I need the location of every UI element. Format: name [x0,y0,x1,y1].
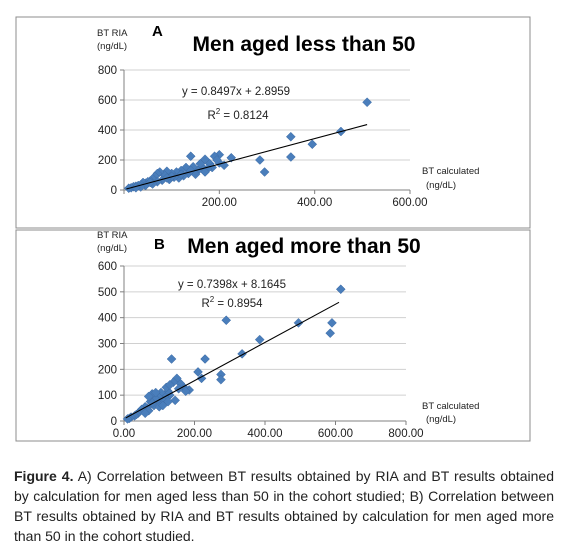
y-axis-unit: (ng/dL) [97,243,127,254]
data-point [193,367,203,377]
panel-letter: B [154,236,165,253]
data-point [170,395,180,406]
data-point [327,317,337,328]
y-tick-label: 400 [98,125,117,137]
y-tick-label: 0 [111,185,117,197]
x-tick-label: 400.00 [247,428,282,440]
x-tick-label: 800.00 [388,428,423,440]
r-squared-value: = 0.8954 [214,298,263,310]
data-point [150,387,161,398]
r-squared-symbol: R [207,110,215,122]
data-point [285,152,296,162]
trendline-equation: y = 0.8497x + 2.8959 [182,86,290,98]
x-tick-label: 200.00 [177,428,212,440]
r-squared-superscript: 2 [210,295,215,304]
data-point [259,167,270,177]
data-point [195,158,206,169]
figure-caption: Figure 4. A) Correlation between BT resu… [14,466,554,546]
x-tick-label: 600.00 [392,197,427,209]
y-tick-label: 100 [98,390,117,402]
x-axis-unit: (ng/dL) [426,414,456,425]
data-point [285,131,296,142]
x-tick-label: 400.00 [297,197,332,209]
chart-frame [15,16,531,229]
data-point [307,139,318,150]
chart-frame [15,229,531,442]
data-point [254,334,265,345]
y-tick-label: 200 [98,155,117,167]
chart-title: Men aged more than 50 [187,235,420,258]
r-squared-superscript: 2 [216,107,221,116]
y-axis-label: BT RIA [97,28,128,39]
y-tick-label: 200 [98,364,117,376]
chart-title: Men aged less than 50 [193,33,416,56]
panel-letter: A [152,23,163,40]
caption-text: A) Correlation between BT results obtain… [14,468,554,544]
x-tick-label: 600.00 [318,428,353,440]
data-point [166,354,177,364]
r-squared: R2 = 0.8124 [207,107,269,122]
y-axis-label: BT RIA [97,230,128,241]
x-axis-unit: (ng/dL) [426,180,456,191]
data-point [164,379,175,390]
x-tick-label: 0.00 [113,428,135,440]
data-point [221,315,232,326]
y-tick-label: 600 [98,261,117,273]
data-point [362,97,372,108]
data-point [122,414,133,424]
trendline-equation: y = 0.7398x + 8.1645 [178,279,286,291]
r-squared: R2 = 0.8954 [201,295,263,310]
x-axis-label: BT calculated [422,401,479,412]
x-tick-label: 200.00 [202,197,237,209]
data-point [325,328,336,339]
y-tick-label: 400 [98,313,117,325]
data-point [254,155,265,165]
r-squared-value: = 0.8124 [220,110,269,122]
data-point [185,151,196,162]
data-point [335,284,346,295]
data-point [143,391,154,402]
y-tick-label: 500 [98,287,117,299]
y-tick-label: 0 [111,416,117,428]
y-axis-unit: (ng/dL) [97,41,127,52]
y-tick-label: 800 [98,65,117,77]
data-point [216,374,226,385]
trendline [125,301,340,419]
data-point [180,386,191,397]
r-squared-symbol: R [201,298,209,310]
trendline [126,124,368,190]
panel-b: 0 100 200 300 400 500 600 0.00 200.00 400.00 600.0… [15,229,531,442]
y-tick-label: 600 [98,95,117,107]
data-point [200,167,210,177]
y-tick-label: 300 [98,339,117,351]
panel-a: 0 200 400 600 800 200.00 400.00 600.00 A Men aged… [15,16,531,229]
caption-label: Figure 4. [14,468,74,484]
x-axis-label: BT calculated [422,166,479,177]
data-point [200,354,210,364]
data-point [163,396,173,407]
data-point [140,408,151,419]
